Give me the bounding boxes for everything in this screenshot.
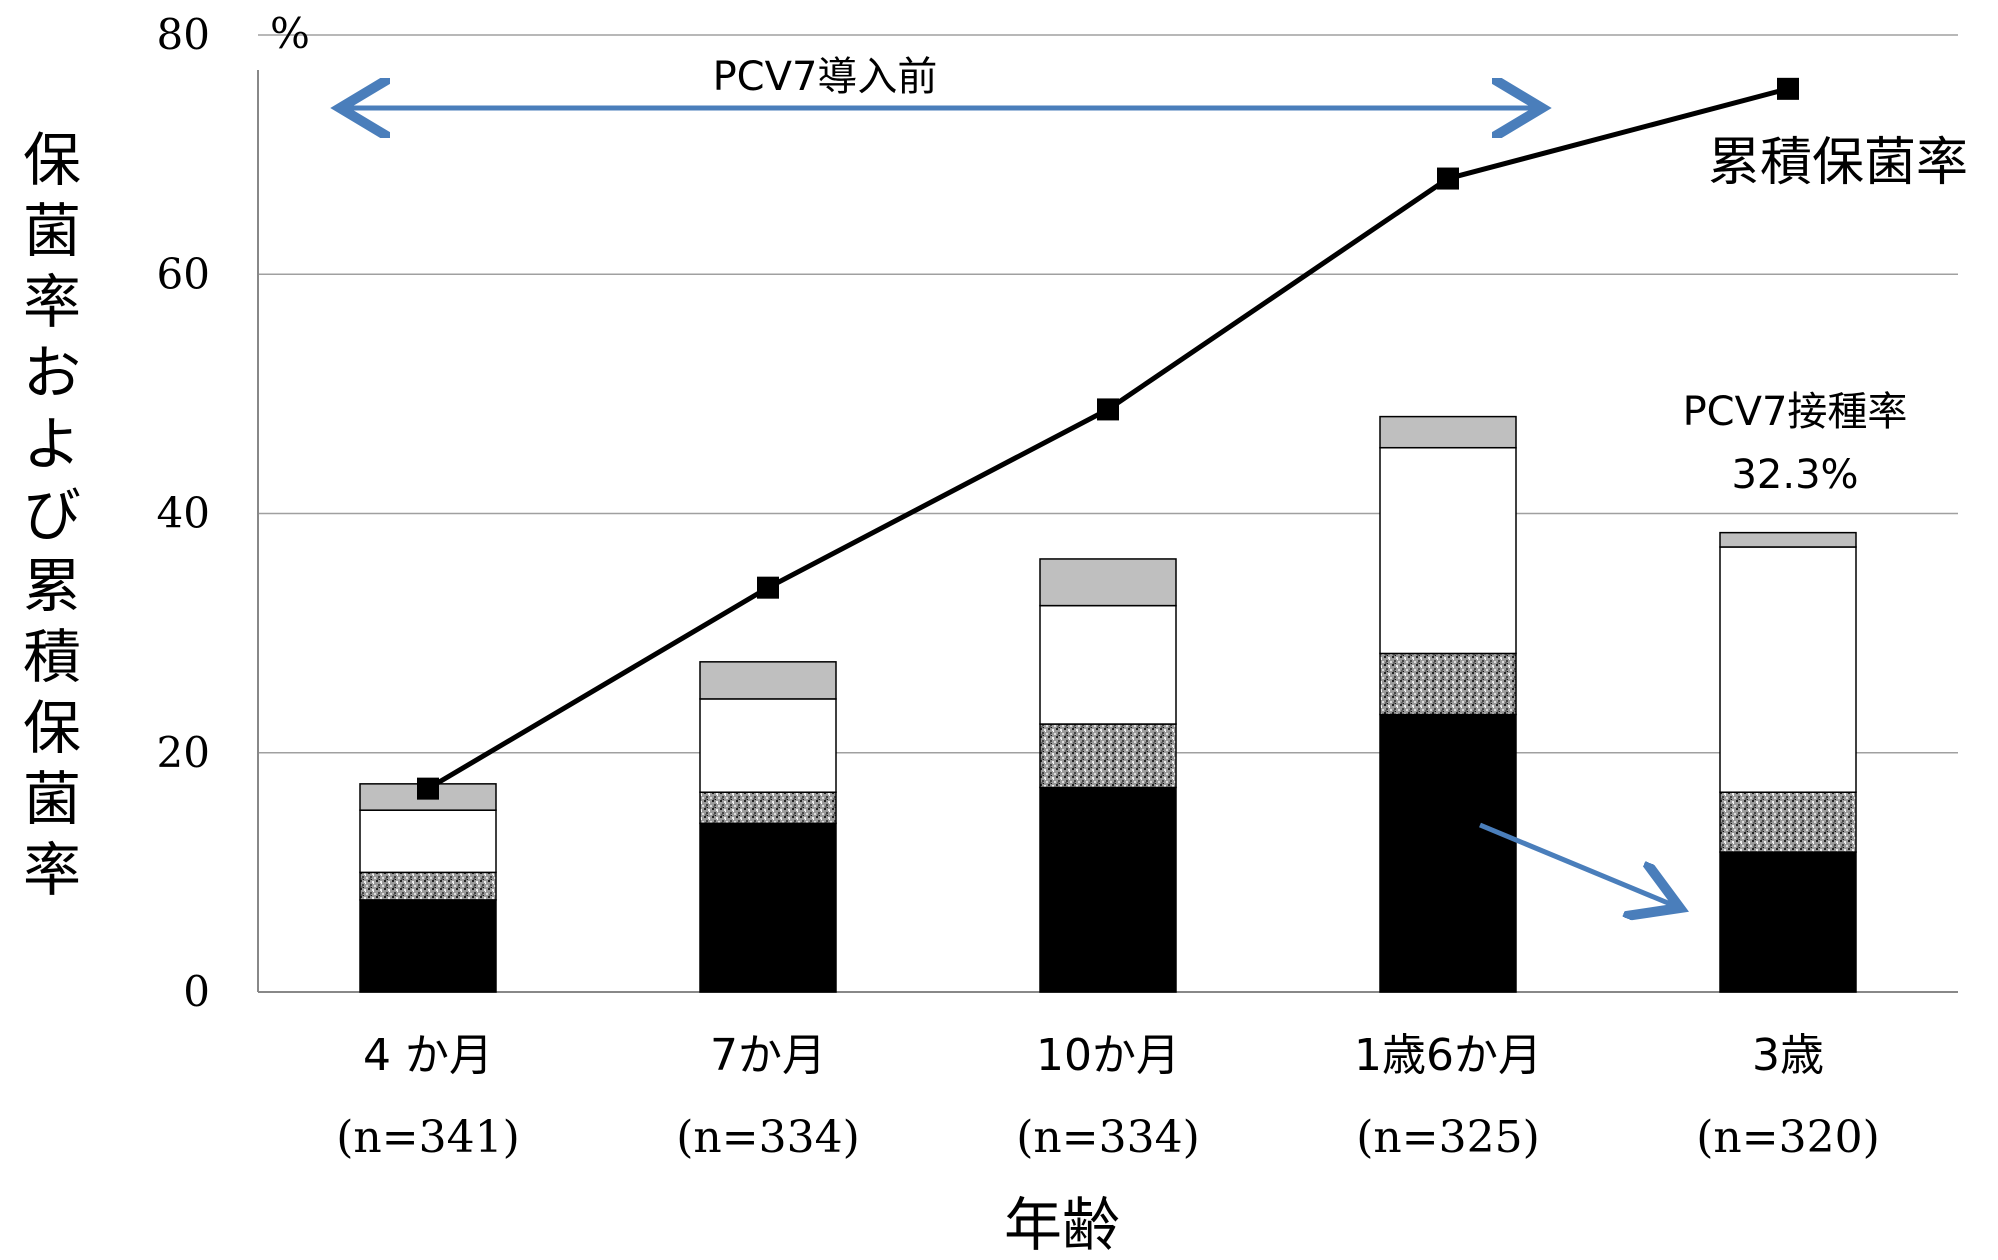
y-axis-ticks: 0 20 40 60 80 xyxy=(157,10,210,1016)
y-axis-title-char: び xyxy=(23,481,81,549)
line-point xyxy=(757,576,779,599)
y-tick-label: 60 xyxy=(157,249,210,298)
bar-segment-2 xyxy=(699,791,837,825)
line-point xyxy=(1777,77,1799,100)
x-tick-label: 7か月 xyxy=(710,1030,826,1081)
y-axis-title-char: よ xyxy=(23,410,81,478)
y-axis-title-char: 保 xyxy=(23,126,81,194)
y-axis-title-char: 率 xyxy=(23,836,81,904)
bar-segment-3 xyxy=(1039,604,1177,725)
x-tick-label: 1歳6か月 xyxy=(1354,1030,1542,1081)
x-tick-n-label: (n=325) xyxy=(1356,1112,1540,1163)
bar-segment-2 xyxy=(1039,723,1177,789)
y-axis-title-char: 菌 xyxy=(23,197,81,265)
y-axis-title-char: 率 xyxy=(23,268,81,336)
line-point xyxy=(417,777,439,800)
line-point xyxy=(1437,167,1459,190)
bar-segment-1 xyxy=(359,899,497,993)
bar-segment-4 xyxy=(1039,558,1177,607)
bar-segment-2 xyxy=(1379,652,1517,716)
pre-pcv7-label: PCV7導入前 xyxy=(713,54,938,100)
bar-segment-1 xyxy=(699,822,837,993)
bar-segment-3 xyxy=(1379,446,1517,655)
y-tick-label: 0 xyxy=(183,967,210,1016)
bar-segment-2 xyxy=(359,871,497,901)
y-tick-label: 40 xyxy=(157,489,210,538)
y-axis-title-char: 菌 xyxy=(23,765,81,833)
stacked-bars xyxy=(359,415,1857,993)
cumulative-line xyxy=(417,77,1799,800)
y-tick-label: 20 xyxy=(157,728,210,777)
bar-segment-4 xyxy=(699,661,837,700)
y-axis-title-char: 累 xyxy=(23,552,81,620)
y-axis-title-char: 積 xyxy=(23,623,81,691)
bar-segment-4 xyxy=(1719,531,1857,548)
bar-segment-4 xyxy=(1379,415,1517,449)
y-axis-title-char: 保 xyxy=(23,694,81,762)
pcv7-rate-label: PCV7接種率 xyxy=(1683,389,1908,435)
x-tick-label: 4 か月 xyxy=(363,1030,493,1081)
bar-segment-1 xyxy=(1719,851,1857,993)
x-tick-n-label: (n=320) xyxy=(1696,1112,1880,1163)
x-tick-n-label: (n=334) xyxy=(1016,1112,1200,1163)
x-tick-n-label: (n=341) xyxy=(336,1112,520,1163)
y-axis-title-char: お xyxy=(23,339,81,407)
pcv7-rate-value: 32.3% xyxy=(1731,452,1858,498)
bar-segment-3 xyxy=(1719,546,1857,793)
y-axis-unit: % xyxy=(270,9,310,58)
x-axis-labels: 4 か月 (n=341) 7か月 (n=334) 10か月 (n=334) 1歳6か月 (n=… xyxy=(336,1030,1880,1163)
line-series-label: 累積保菌率 xyxy=(1708,133,1968,193)
bar-segment-2 xyxy=(1719,791,1857,853)
x-tick-label: 10か月 xyxy=(1036,1030,1180,1081)
decrease-arrow xyxy=(1479,822,1680,908)
bar-segment-3 xyxy=(359,809,497,874)
bar-segment-3 xyxy=(699,698,837,793)
x-tick-label: 3歳 xyxy=(1752,1030,1824,1081)
line-point xyxy=(1097,398,1119,421)
x-tick-n-label: (n=334) xyxy=(676,1112,860,1163)
bar-segment-1 xyxy=(1379,713,1517,993)
x-axis-title: 年齢 xyxy=(1004,1191,1120,1259)
bar-segment-1 xyxy=(1039,786,1177,993)
y-tick-label: 80 xyxy=(157,10,210,59)
